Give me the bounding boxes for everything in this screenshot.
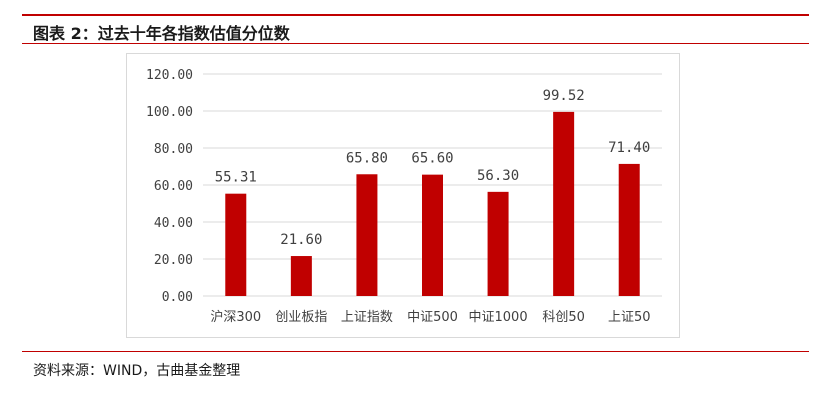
bar	[553, 111, 575, 296]
data-label: 65.60	[411, 151, 453, 167]
data-label: 99.52	[543, 88, 585, 104]
bar	[290, 256, 312, 296]
data-label: 65.80	[346, 150, 388, 166]
y-tick-label: 40.00	[154, 216, 193, 231]
source-note: 资料来源：WIND，古曲基金整理	[33, 363, 241, 379]
figure-title: 图表 2：过去十年各指数估值分位数	[33, 24, 290, 43]
category-label: 中证1000	[469, 310, 528, 325]
y-tick-label: 80.00	[154, 142, 193, 157]
y-tick-label: 60.00	[154, 179, 193, 194]
category-label: 上证指数	[341, 310, 393, 325]
data-label: 21.60	[280, 232, 322, 248]
y-tick-label: 0.00	[162, 290, 193, 305]
top-red-rule	[22, 14, 809, 16]
data-label: 71.40	[608, 140, 650, 156]
bar	[225, 193, 247, 296]
data-label: 55.31	[215, 170, 257, 186]
bar	[618, 163, 640, 296]
category-label: 创业板指	[275, 310, 327, 325]
data-label: 56.30	[477, 168, 519, 184]
bar	[487, 191, 509, 296]
title-red-rule	[22, 43, 809, 44]
category-label: 中证500	[407, 310, 458, 325]
y-tick-label: 20.00	[154, 253, 193, 268]
category-label: 科创50	[542, 310, 585, 325]
category-label: 沪深300	[210, 309, 261, 325]
bar	[422, 174, 443, 296]
bottom-red-rule	[22, 351, 809, 352]
category-label: 上证50	[608, 310, 651, 325]
y-tick-label: 120.00	[146, 68, 193, 83]
y-tick-label: 100.00	[146, 105, 193, 120]
bar	[356, 174, 378, 296]
chart-frame	[126, 53, 680, 338]
